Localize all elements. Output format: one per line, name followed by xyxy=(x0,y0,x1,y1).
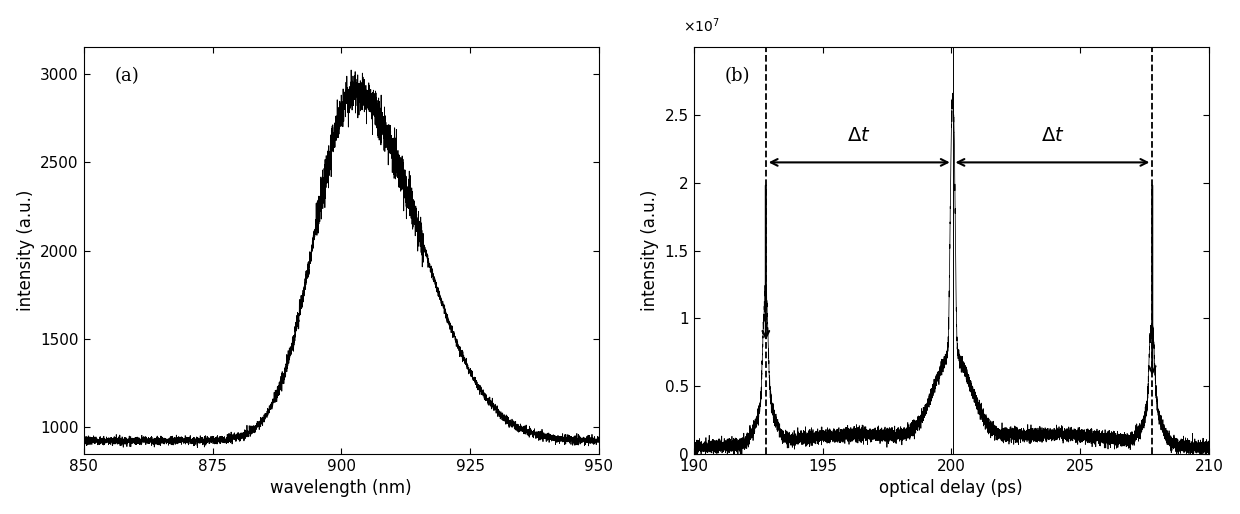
Text: $\Delta t$: $\Delta t$ xyxy=(847,127,870,145)
Text: (b): (b) xyxy=(724,67,750,85)
Y-axis label: intensity (a.u.): intensity (a.u.) xyxy=(16,190,35,311)
X-axis label: optical delay (ps): optical delay (ps) xyxy=(879,480,1023,498)
Text: $\Delta t$: $\Delta t$ xyxy=(1040,127,1064,145)
X-axis label: wavelength (nm): wavelength (nm) xyxy=(270,480,412,498)
Text: (a): (a) xyxy=(114,67,139,85)
Y-axis label: intensity (a.u.): intensity (a.u.) xyxy=(641,190,660,311)
Text: $\times10^7$: $\times10^7$ xyxy=(683,16,720,35)
